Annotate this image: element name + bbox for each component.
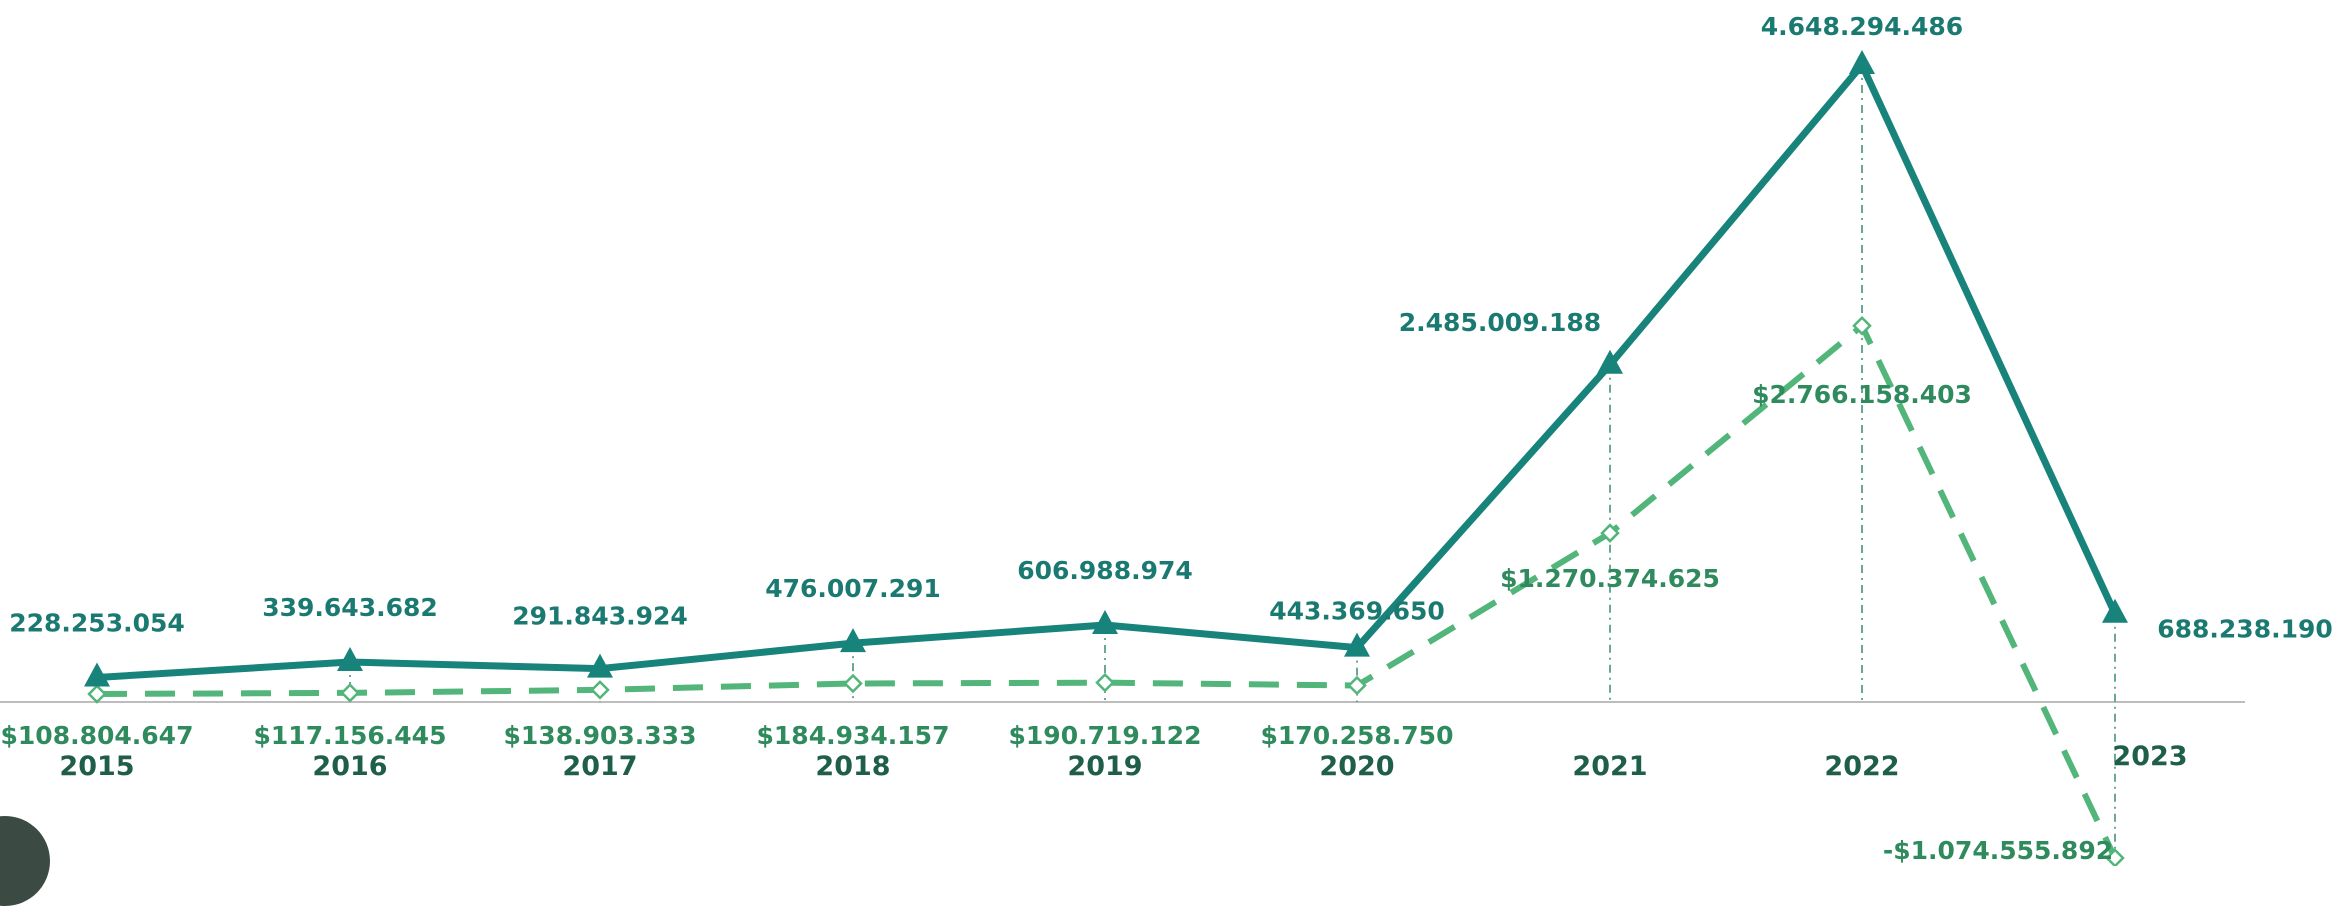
solid-series-value-label: 476.007.291 xyxy=(765,574,941,603)
triangle-marker xyxy=(1344,632,1370,657)
solid-series-value-label: 4.648.294.486 xyxy=(1761,12,1963,41)
triangle-marker xyxy=(587,653,613,678)
x-tick-label: 2018 xyxy=(815,751,890,782)
triangle-marker xyxy=(84,662,110,687)
x-tick-label: 2020 xyxy=(1319,751,1394,782)
solid-series-value-label: 443.369.650 xyxy=(1269,597,1445,626)
dashed-series-value-label: -$1.074.555.892 xyxy=(1883,836,2113,865)
dashed-series-value-label: $190.719.122 xyxy=(1009,721,1202,750)
diamond-marker xyxy=(843,673,863,694)
solid-series-value-label: 688.238.190 xyxy=(2157,615,2333,644)
x-tick-label: 2023 xyxy=(2112,741,2187,772)
triangle-marker xyxy=(1597,349,1623,374)
dashed-series-value-label: $2.766.158.403 xyxy=(1752,380,1972,409)
x-tick-label: 2015 xyxy=(59,751,134,782)
solid-series-value-label: 228.253.054 xyxy=(9,608,185,637)
dashed-series-value-label: $1.270.374.625 xyxy=(1500,564,1720,593)
dashed-series-value-label: $138.903.333 xyxy=(504,721,697,750)
solid-series-value-label: 606.988.974 xyxy=(1017,556,1193,585)
diamond-marker xyxy=(1095,672,1115,693)
dashed-series-value-label: $184.934.157 xyxy=(757,721,950,750)
line-chart: 228.253.054 339.643.682 291.843.924 476.007… xyxy=(0,12,2333,866)
data-labels: 228.253.054 339.643.682 291.843.924 476.007… xyxy=(1,12,2333,865)
triangle-marker xyxy=(2102,598,2128,623)
solid-series-value-label: 291.843.924 xyxy=(512,602,688,631)
x-tick-label: 2016 xyxy=(312,751,387,782)
triangle-marker xyxy=(1849,50,1875,74)
dashed-series-value-label: $170.258.750 xyxy=(1261,721,1454,750)
diamond-marker xyxy=(340,683,360,703)
dashed-series-value-label: $117.156.445 xyxy=(254,721,447,750)
markers xyxy=(84,50,2128,866)
diamond-marker xyxy=(2105,848,2125,866)
diamond-marker xyxy=(1347,675,1367,696)
triangle-marker xyxy=(1092,609,1118,634)
triangle-marker xyxy=(840,628,866,653)
diamond-marker xyxy=(1600,523,1620,543)
triangle-marker xyxy=(337,647,363,672)
x-tick-label: 2021 xyxy=(1572,751,1647,782)
x-tick-label: 2017 xyxy=(562,751,637,782)
diamond-marker xyxy=(87,684,107,704)
series-line-solid xyxy=(96,61,2119,681)
x-tick-label: 2019 xyxy=(1067,751,1142,782)
solid-series-value-label: 339.643.682 xyxy=(262,593,438,622)
x-tick-label: 2022 xyxy=(1824,751,1899,782)
solid-series-value-label: 2.485.009.188 xyxy=(1399,308,1601,337)
dashed-series-value-label: $108.804.647 xyxy=(1,721,194,750)
diamond-marker xyxy=(1852,316,1872,336)
diamond-marker xyxy=(590,680,610,700)
